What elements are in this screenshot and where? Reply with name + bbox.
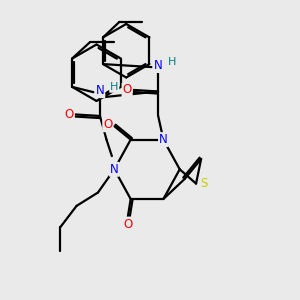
Text: O: O <box>123 218 132 230</box>
Text: O: O <box>103 118 112 131</box>
Text: O: O <box>64 108 74 121</box>
Text: N: N <box>154 59 162 72</box>
Text: H: H <box>168 57 176 67</box>
Text: N: N <box>159 133 168 146</box>
Text: S: S <box>200 177 207 190</box>
Text: N: N <box>110 163 119 176</box>
Text: O: O <box>122 83 132 97</box>
Text: N: N <box>96 84 104 97</box>
Text: H: H <box>110 82 118 92</box>
